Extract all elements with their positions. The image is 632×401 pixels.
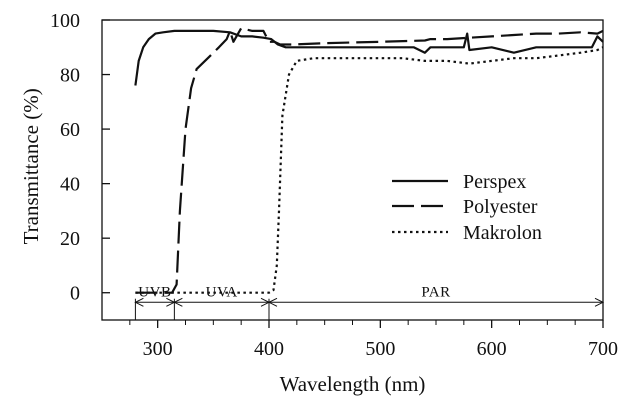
x-tick-label: 400	[254, 338, 284, 360]
series-line-perspex	[134, 29, 604, 86]
y-tick-label: 60	[60, 119, 80, 141]
x-tick-label: 300	[143, 338, 173, 360]
y-tick-label: 20	[60, 228, 80, 250]
x-tick-label: 500	[365, 338, 395, 360]
band-uva-arrowhead-left	[173, 297, 183, 307]
y-tick-label: 100	[50, 10, 80, 32]
series-line-makrolon	[135, 46, 604, 294]
legend-label-makrolon: Makrolon	[463, 222, 542, 244]
legend-label-perspex: Perspex	[463, 171, 526, 193]
y-tick-label: 40	[60, 174, 80, 196]
y-tick-label: 80	[60, 65, 80, 87]
series-line-polyester	[135, 27, 604, 294]
band-par-arrowhead-right	[594, 297, 605, 307]
x-tick-label: 600	[477, 338, 507, 360]
band-par-label: PAR	[421, 284, 450, 300]
band-uvb-arrowhead-left	[134, 297, 144, 307]
band-par-arrowhead-left	[267, 297, 278, 307]
y-axis-title: Transmittance (%)	[19, 88, 43, 244]
y-tick-label: 0	[70, 283, 80, 305]
x-axis-title: Wavelength (nm)	[280, 372, 426, 396]
legend-label-polyester: Polyester	[463, 196, 538, 218]
x-tick-label: 700	[588, 338, 618, 360]
plot-frame	[101, 19, 604, 321]
